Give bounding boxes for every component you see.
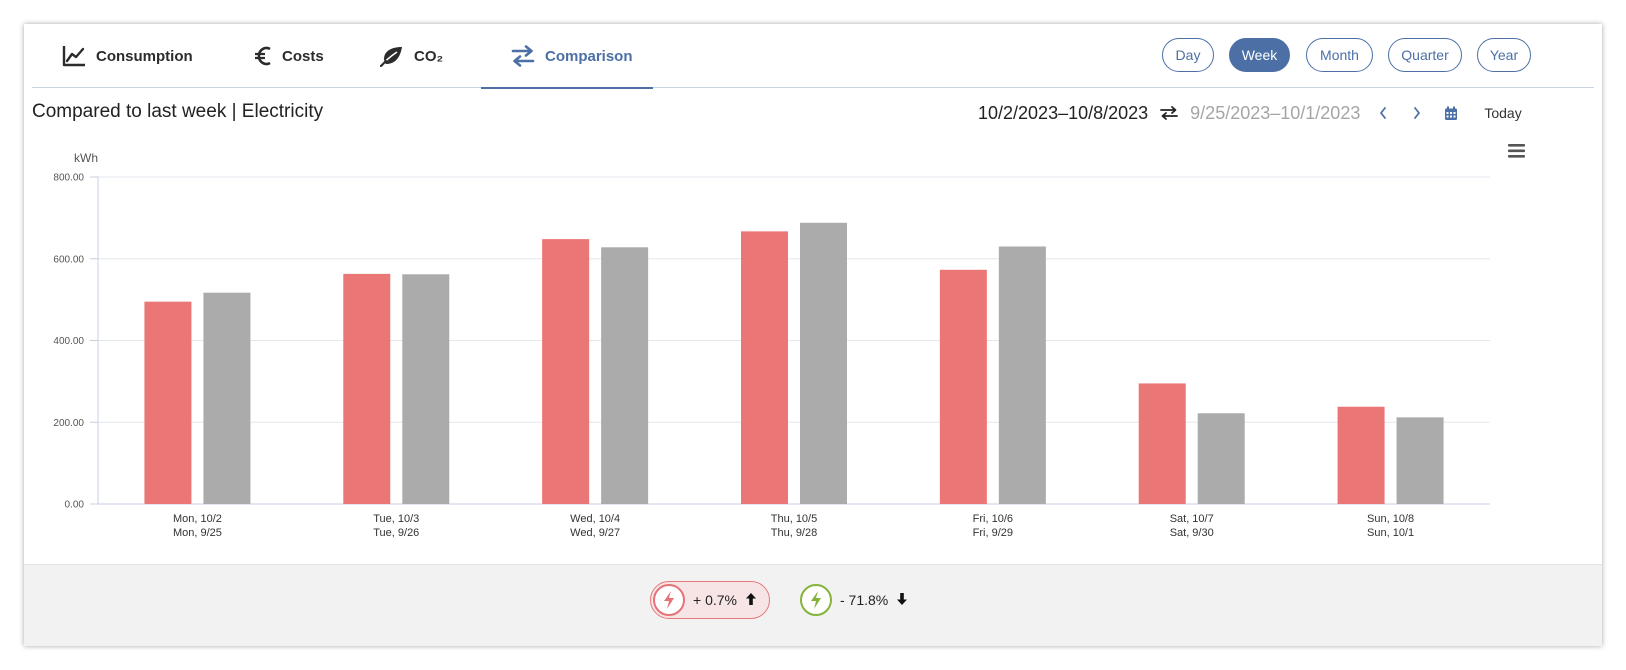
x-tick-label: Tue, 9/26 xyxy=(373,527,419,539)
stat-increase: + 0.7% xyxy=(650,581,770,619)
bar-series-1[interactable] xyxy=(1138,383,1186,504)
comparison-footer: + 0.7% - 71.8% xyxy=(24,564,1602,646)
line-chart-icon xyxy=(62,45,86,67)
y-tick-label: 0.00 xyxy=(65,500,85,511)
bar-series-1[interactable] xyxy=(939,269,987,504)
period-selector: 10/2/2023–10/8/2023 9/25/2023–10/1/2023 … xyxy=(978,98,1522,128)
chart-grid xyxy=(90,176,1490,505)
bar-series-1[interactable] xyxy=(542,239,590,504)
bar-series-1[interactable] xyxy=(1337,406,1385,504)
bar-series-2[interactable] xyxy=(800,222,847,504)
previous-period: 9/25/2023–10/1/2023 xyxy=(1190,102,1361,123)
stat-value: + 0.7% xyxy=(693,592,737,608)
bar-series-2[interactable] xyxy=(601,247,649,504)
range-year-button[interactable]: Year xyxy=(1477,38,1531,72)
x-tick-label: Wed, 9/27 xyxy=(570,527,620,539)
tab-comparison[interactable]: Comparison xyxy=(481,24,653,89)
range-month-button[interactable]: Month xyxy=(1306,38,1373,72)
bar-chart: 0.00 200.00 400.00 600.00 800.00 kWh Mon, 10… xyxy=(53,151,1490,539)
bar-series-1[interactable] xyxy=(741,231,788,504)
bar-series-2[interactable] xyxy=(998,246,1046,505)
x-tick-label: Wed, 10/4 xyxy=(570,513,620,525)
swap-arrows-icon xyxy=(511,45,535,67)
arrow-down-icon xyxy=(896,592,908,609)
x-tick-label: Fri, 9/29 xyxy=(973,527,1013,539)
stat-value: - 71.8% xyxy=(840,592,889,608)
chart-menu-icon[interactable] xyxy=(1507,142,1527,160)
euro-icon xyxy=(254,45,272,67)
x-tick-label: Fri, 10/6 xyxy=(973,513,1013,525)
stat-decrease: - 71.8% xyxy=(800,581,908,619)
chart-title: Compared to last week | Electricity xyxy=(32,101,324,122)
y-tick-label: 800.00 xyxy=(53,173,84,184)
x-tick-label: Mon, 9/25 xyxy=(173,527,222,539)
tab-label: CO₂ xyxy=(414,47,444,65)
today-button[interactable]: Today xyxy=(1484,105,1522,121)
x-tick-label: Sun, 10/1 xyxy=(1367,527,1414,539)
bar-series-2[interactable] xyxy=(203,292,251,504)
calendar-icon[interactable] xyxy=(1434,106,1468,121)
x-tick-label: Sat, 10/7 xyxy=(1170,513,1214,525)
y-axis-label: kWh xyxy=(74,151,98,165)
current-period: 10/2/2023–10/8/2023 xyxy=(978,102,1149,123)
top-navigation: Consumption Costs CO₂ xyxy=(32,24,1594,89)
y-tick-label: 200.00 xyxy=(53,418,84,429)
bar-series-1[interactable] xyxy=(144,301,192,504)
y-tick-label: 600.00 xyxy=(53,254,84,265)
lightning-icon xyxy=(800,584,832,616)
chart-card: Consumption Costs CO₂ xyxy=(24,24,1602,646)
x-tick-label: Thu, 9/28 xyxy=(771,527,817,539)
bar-series-2[interactable] xyxy=(1396,417,1444,504)
y-axis-ticks: 0.00 200.00 400.00 600.00 800.00 xyxy=(53,173,84,511)
chevron-right-icon[interactable] xyxy=(1400,106,1434,120)
x-tick-label: Sat, 9/30 xyxy=(1170,527,1214,539)
range-week-button[interactable]: Week xyxy=(1229,38,1290,72)
tab-label: Comparison xyxy=(545,47,633,65)
x-tick-label: Tue, 10/3 xyxy=(373,513,419,525)
lightning-icon xyxy=(653,584,685,616)
y-tick-label: 400.00 xyxy=(53,336,84,347)
leaf-icon xyxy=(380,45,404,67)
tab-co2[interactable]: CO₂ xyxy=(380,24,443,88)
x-axis-labels: Mon, 10/2 Mon, 9/25 Tue, 10/3 Tue, 9/26 Wed,… xyxy=(173,513,1414,539)
swap-periods-icon[interactable] xyxy=(1148,105,1190,121)
bar-series-1[interactable] xyxy=(343,273,391,504)
tab-costs[interactable]: Costs xyxy=(254,24,324,88)
x-tick-label: Thu, 10/5 xyxy=(771,513,817,525)
bar-series-2[interactable] xyxy=(1197,413,1245,504)
bar-series-2[interactable] xyxy=(402,274,450,504)
chevron-left-icon[interactable] xyxy=(1366,106,1400,120)
tab-consumption[interactable]: Consumption xyxy=(62,24,193,88)
tab-label: Consumption xyxy=(96,47,193,65)
arrow-up-icon xyxy=(745,592,757,609)
range-day-button[interactable]: Day xyxy=(1162,38,1214,72)
chart-bars xyxy=(144,222,1444,505)
tab-label: Costs xyxy=(282,47,324,65)
x-tick-label: Sun, 10/8 xyxy=(1367,513,1414,525)
x-tick-label: Mon, 10/2 xyxy=(173,513,222,525)
range-quarter-button[interactable]: Quarter xyxy=(1388,38,1462,72)
